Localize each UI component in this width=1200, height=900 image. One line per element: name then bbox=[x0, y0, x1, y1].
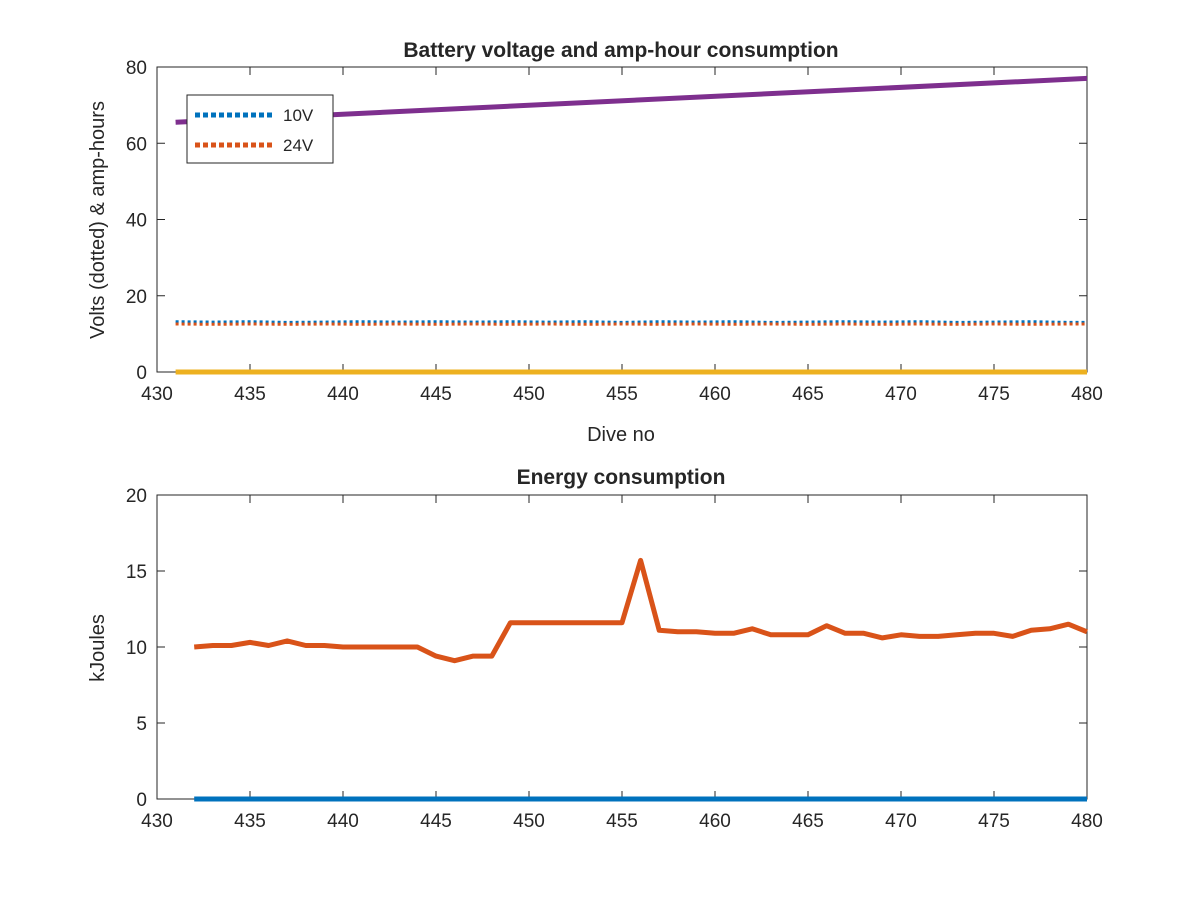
x-tick-label: 455 bbox=[606, 811, 638, 832]
x-tick-label: 460 bbox=[699, 384, 731, 405]
legend-label: 10V bbox=[283, 106, 314, 125]
x-tick-label: 475 bbox=[978, 811, 1010, 832]
y-tick-label: 0 bbox=[136, 363, 147, 384]
energy-chart: Energy consumption kJoules 430 435 440 445 4… bbox=[87, 466, 1103, 832]
legend: 10V 24V bbox=[186, 94, 334, 164]
x-tick-label: 440 bbox=[327, 811, 359, 832]
voltage-chart-xlabel: Dive no bbox=[587, 424, 655, 446]
voltage-chart-ylabel: Volts (dotted) & amp-hours bbox=[87, 101, 109, 339]
y-tick-label: 0 bbox=[136, 790, 147, 811]
x-tick-label: 440 bbox=[327, 384, 359, 405]
legend-label: 24V bbox=[283, 136, 314, 155]
x-tick-label: 430 bbox=[141, 384, 173, 405]
y-tick-label: 5 bbox=[136, 714, 147, 735]
series-line-10v bbox=[175, 320, 1087, 324]
y-tick-label: 10 bbox=[126, 638, 147, 659]
x-tick-label: 475 bbox=[978, 384, 1010, 405]
energy-chart-title: Energy consumption bbox=[517, 466, 726, 489]
energy-chart-ylabel: kJoules bbox=[87, 614, 109, 682]
series-line-1 bbox=[193, 557, 1088, 664]
y-tick-label: 60 bbox=[126, 134, 147, 155]
y-tick-label: 15 bbox=[126, 562, 147, 583]
x-tick-label: 445 bbox=[420, 811, 452, 832]
x-tick-label: 465 bbox=[792, 811, 824, 832]
voltage-chart: Battery voltage and amp-hour consumption… bbox=[87, 39, 1103, 446]
y-tick-label: 20 bbox=[126, 287, 147, 308]
x-tick-label: 435 bbox=[234, 811, 266, 832]
y-tick-label: 20 bbox=[126, 486, 147, 507]
x-tick-label: 450 bbox=[513, 384, 545, 405]
x-tick-label: 430 bbox=[141, 811, 173, 832]
x-tick-label: 480 bbox=[1071, 811, 1103, 832]
x-tick-label: 435 bbox=[234, 384, 266, 405]
x-tick-label: 450 bbox=[513, 811, 545, 832]
x-tick-label: 445 bbox=[420, 384, 452, 405]
x-tick-label: 480 bbox=[1071, 384, 1103, 405]
x-tick-label: 470 bbox=[885, 384, 917, 405]
y-tick-label: 80 bbox=[126, 58, 147, 79]
x-tick-label: 465 bbox=[792, 384, 824, 405]
legend-box bbox=[186, 94, 334, 164]
x-tick-label: 470 bbox=[885, 811, 917, 832]
x-tick-label: 460 bbox=[699, 811, 731, 832]
x-tick-label: 455 bbox=[606, 384, 638, 405]
voltage-chart-title: Battery voltage and amp-hour consumption bbox=[403, 39, 838, 62]
y-tick-label: 40 bbox=[126, 211, 147, 232]
